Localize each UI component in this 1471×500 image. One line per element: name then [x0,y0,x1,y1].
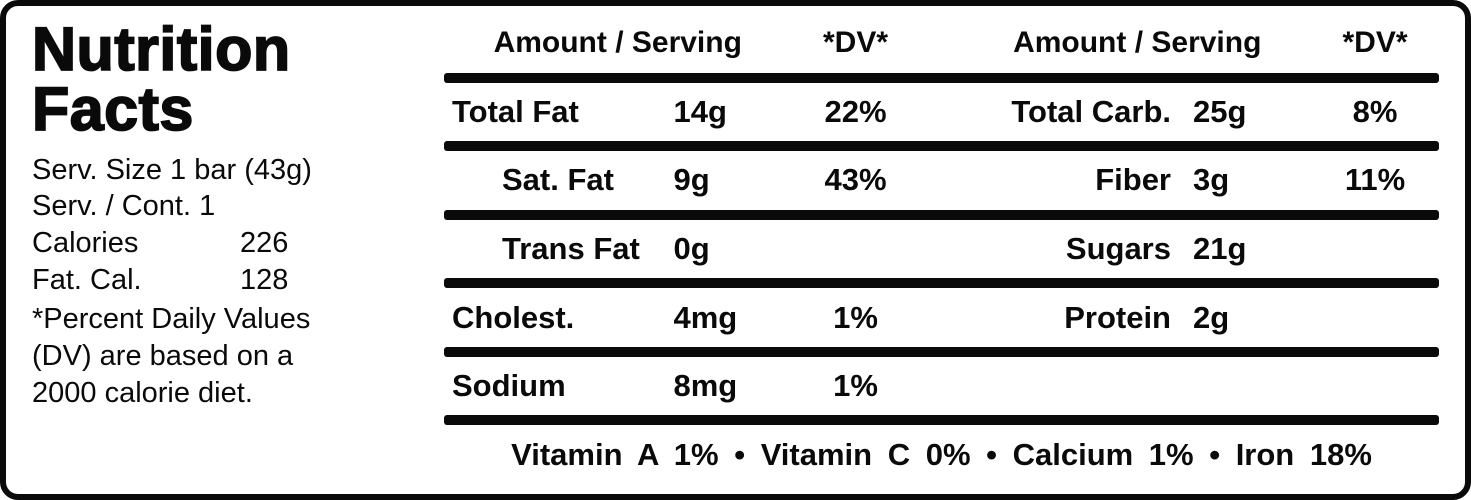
nutrient-name-sugars: Sugars [1065,231,1171,267]
nutrient-name-fiber: Fiber [1095,162,1171,198]
nutrient-amount-protein: 2g [1193,299,1230,335]
divider-bar [444,209,1439,220]
divider-bar [444,72,1439,83]
nutrient-name-sodium: Sodium [452,368,566,404]
label-left-panel: Nutrition Facts Serv. Size 1 bar (43g) S… [6,6,430,494]
nutrient-name-protein: Protein [1064,299,1171,335]
nutrient-dv-sat-fat: 43% [824,162,887,198]
fat-calories-value: 128 [240,264,289,297]
nutrient-name-trans-fat: Trans Fat [502,231,640,267]
nutrient-amount-total-fat: 14g [673,93,727,129]
dv-footnote: *Percent Daily Values (DV) are based on … [32,301,424,411]
amount-serving-header-left: Amount / Serving [493,26,742,60]
nutrient-table: Amount / Serving *DV* Amount / Serving *… [430,6,1465,494]
nutrient-row-total-fat-total-carb: Total Fat 14g 22% Total Carb. 25g 8% [444,83,1439,142]
serving-size-text: Serv. Size 1 bar (43g) [32,153,312,186]
nutrient-dv-total-carb: 8% [1352,93,1398,129]
nutrient-amount-sugars: 21g [1193,231,1247,267]
nutrient-row-sodium: Sodium 8mg 1% [444,357,1439,416]
servings-per-container-text: Serv. / Cont. 1 [32,190,216,223]
vitamins-minerals-row: Vitamin A 1% • Vitamin C 0% • Calcium 1%… [511,436,1372,472]
nutrient-amount-fiber: 3g [1193,162,1230,198]
fat-calories-label: Fat. Cal. [32,264,142,297]
calories-value: 226 [240,227,289,260]
nutrient-amount-cholesterol: 4mg [673,299,738,335]
nutrient-dv-cholesterol: 1% [833,299,878,335]
dv-header-right: *DV* [1342,26,1408,60]
nutrient-name-total-fat: Total Fat [452,93,579,129]
nutrient-name-cholesterol: Cholest. [452,299,575,335]
label-title: Nutrition Facts [31,15,424,143]
calories-label: Calories [32,227,139,260]
dv-footnote-line1: *Percent Daily Values [32,302,311,335]
nutrient-amount-sat-fat: 9g [673,162,710,198]
divider-bar [444,141,1439,152]
nutrient-row-sat-fat-fiber: Sat. Fat 9g 43% Fiber 3g 11% [444,151,1439,210]
nutrient-amount-total-carb: 25g [1193,93,1247,129]
dv-header-left: *DV* [822,26,889,60]
divider-bar [444,278,1439,289]
table-header-row: Amount / Serving *DV* Amount / Serving *… [444,14,1439,73]
nutrient-row-trans-fat-sugars: Trans Fat 0g Sugars 21g [444,220,1439,279]
nutrient-dv-fiber: 11% [1344,162,1406,198]
label-title-line1: Nutrition [31,15,291,83]
nutrient-dv-sodium: 1% [833,368,878,404]
dv-footnote-line2: (DV) are based on a [32,339,294,372]
serving-info: Serv. Size 1 bar (43g) Serv. / Cont. 1 C… [32,152,424,299]
calories-row: Calories 226 [32,225,424,262]
amount-serving-header-right: Amount / Serving [1013,26,1262,60]
fat-calories-row: Fat. Cal. 128 [32,262,424,299]
nutrient-dv-total-fat: 22% [824,93,887,129]
nutrient-row-cholesterol-protein: Cholest. 4mg 1% Protein 2g [444,288,1439,347]
dv-footnote-line3: 2000 calorie diet. [32,376,253,409]
nutrient-name-total-carb: Total Carb. [1011,93,1171,129]
label-title-line2: Facts [31,74,194,143]
nutrient-amount-sodium: 8mg [673,368,738,404]
divider-bar [444,415,1439,426]
nutrient-amount-trans-fat: 0g [673,231,710,267]
nutrient-name-sat-fat: Sat. Fat [502,162,614,198]
divider-bar [444,346,1439,357]
